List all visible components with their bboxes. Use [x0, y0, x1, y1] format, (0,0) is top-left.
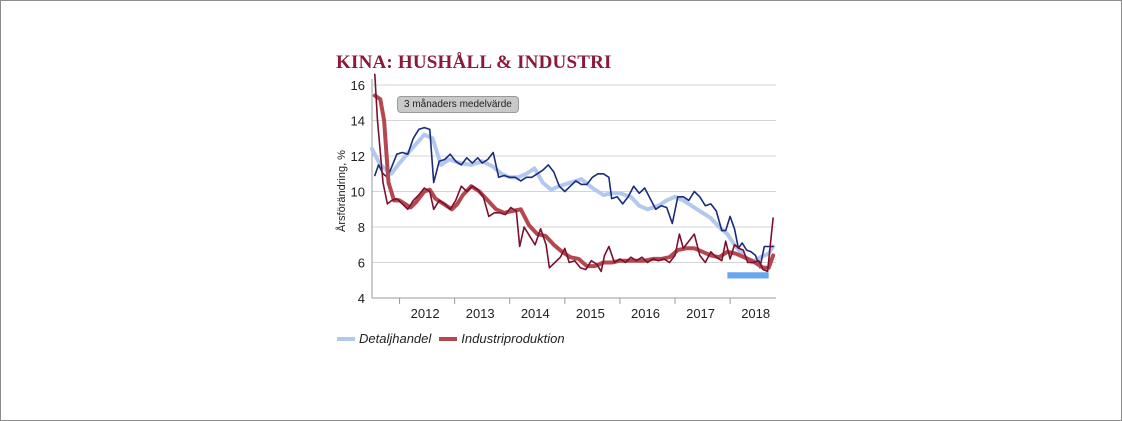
series-lines [370, 73, 776, 279]
y-tick-label-12: 12 [351, 149, 365, 164]
x-tick-label-2016: 2016 [631, 306, 660, 321]
legend-label-detaljhandel: Detaljhandel [359, 331, 432, 346]
series-line-0-smoothed [370, 132, 776, 265]
legend-swatch-detaljhandel [337, 336, 355, 341]
y-tick-label-8: 8 [358, 220, 365, 235]
x-tick-label-2014: 2014 [521, 306, 550, 321]
y-tick-label-6: 6 [358, 256, 365, 271]
annotation-label: 3 månaders medelvärde [397, 96, 519, 113]
legend-item-industriproduktion: Industriproduktion [439, 331, 565, 346]
legend-item-detaljhandel: Detaljhandel [337, 331, 431, 346]
x-tick-label-2018: 2018 [741, 306, 770, 321]
axes [371, 79, 776, 304]
legend-label-industriproduktion: Industriproduktion [461, 331, 565, 346]
x-tick-label-2015: 2015 [576, 306, 605, 321]
x-tick-label-2012: 2012 [411, 306, 440, 321]
tick-labels: 4 6 8 10 12 14 16 2012 2013 2014 2015 2016 2017 2018 [351, 78, 771, 321]
chart-title: KINA: HUSHÅLL & INDUSTRI [336, 52, 612, 73]
y-tick-label-4: 4 [358, 291, 365, 306]
highlight-band [727, 272, 769, 279]
series-line-3-monthly [374, 73, 774, 273]
y-axis-label: Årsförändring, % [335, 150, 348, 232]
x-tick-label-2017: 2017 [686, 306, 715, 321]
y-tick-label-14: 14 [351, 114, 365, 129]
y-tick-label-16: 16 [351, 78, 365, 93]
y-tick-label-10: 10 [351, 185, 365, 200]
x-tick-label-2013: 2013 [466, 306, 495, 321]
series-line-1-monthly [374, 126, 774, 269]
legend-swatch-industriproduktion [439, 336, 458, 341]
legend: Detaljhandel Industriproduktion [337, 331, 573, 346]
series-line-2-smoothed [372, 93, 776, 270]
